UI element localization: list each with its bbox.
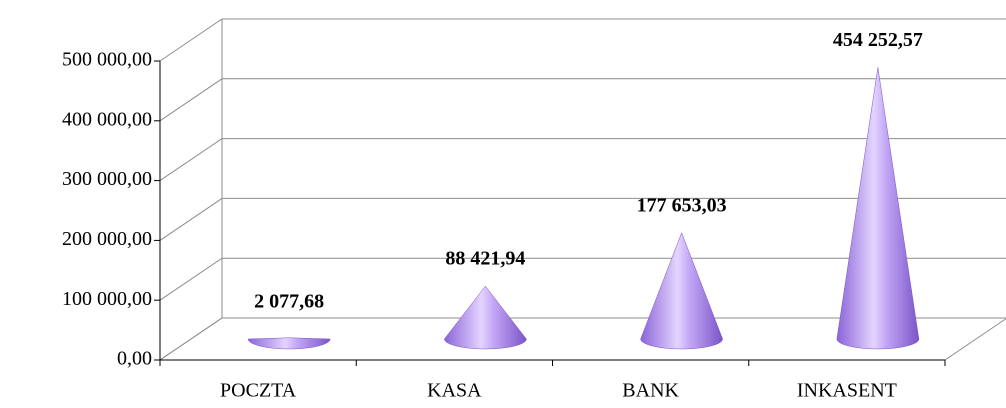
x-tick-label: KASA bbox=[427, 380, 482, 402]
cone bbox=[836, 67, 920, 350]
x-tick-label: POCZTA bbox=[220, 380, 297, 402]
grid-line bbox=[159, 257, 1006, 301]
grid-line bbox=[159, 138, 1006, 182]
cone bbox=[247, 337, 331, 350]
y-tick-label: 100 000,00 bbox=[62, 288, 152, 310]
y-tick-label: 200 000,00 bbox=[62, 228, 152, 250]
value-label: 454 252,57 bbox=[833, 29, 923, 51]
value-label: 2 077,68 bbox=[254, 291, 324, 313]
y-tick-label: 300 000,00 bbox=[62, 168, 152, 190]
value-label: 177 653,03 bbox=[637, 194, 727, 216]
mark-layer: POCZTA 2 077,68 KASA 88 421,94 BANK 177 653,0… bbox=[220, 29, 923, 402]
x-tick-label: INKASENT bbox=[797, 380, 897, 402]
y-tick-label: 0,00 bbox=[117, 348, 152, 370]
grid-line bbox=[159, 317, 1006, 361]
x-tick-label: BANK bbox=[622, 380, 679, 402]
y-tick-label: 400 000,00 bbox=[62, 108, 152, 130]
grid-line bbox=[159, 197, 1006, 241]
grid-line bbox=[159, 78, 1006, 122]
value-label: 88 421,94 bbox=[445, 248, 525, 270]
cone bbox=[444, 285, 527, 350]
y-tick-label: 500 000,00 bbox=[62, 49, 152, 71]
grid-layer: 0,00 100 000,00 200 000,00 300 000,00 400 00… bbox=[62, 18, 1006, 370]
grid-line bbox=[159, 18, 1006, 62]
cone bbox=[640, 232, 723, 350]
